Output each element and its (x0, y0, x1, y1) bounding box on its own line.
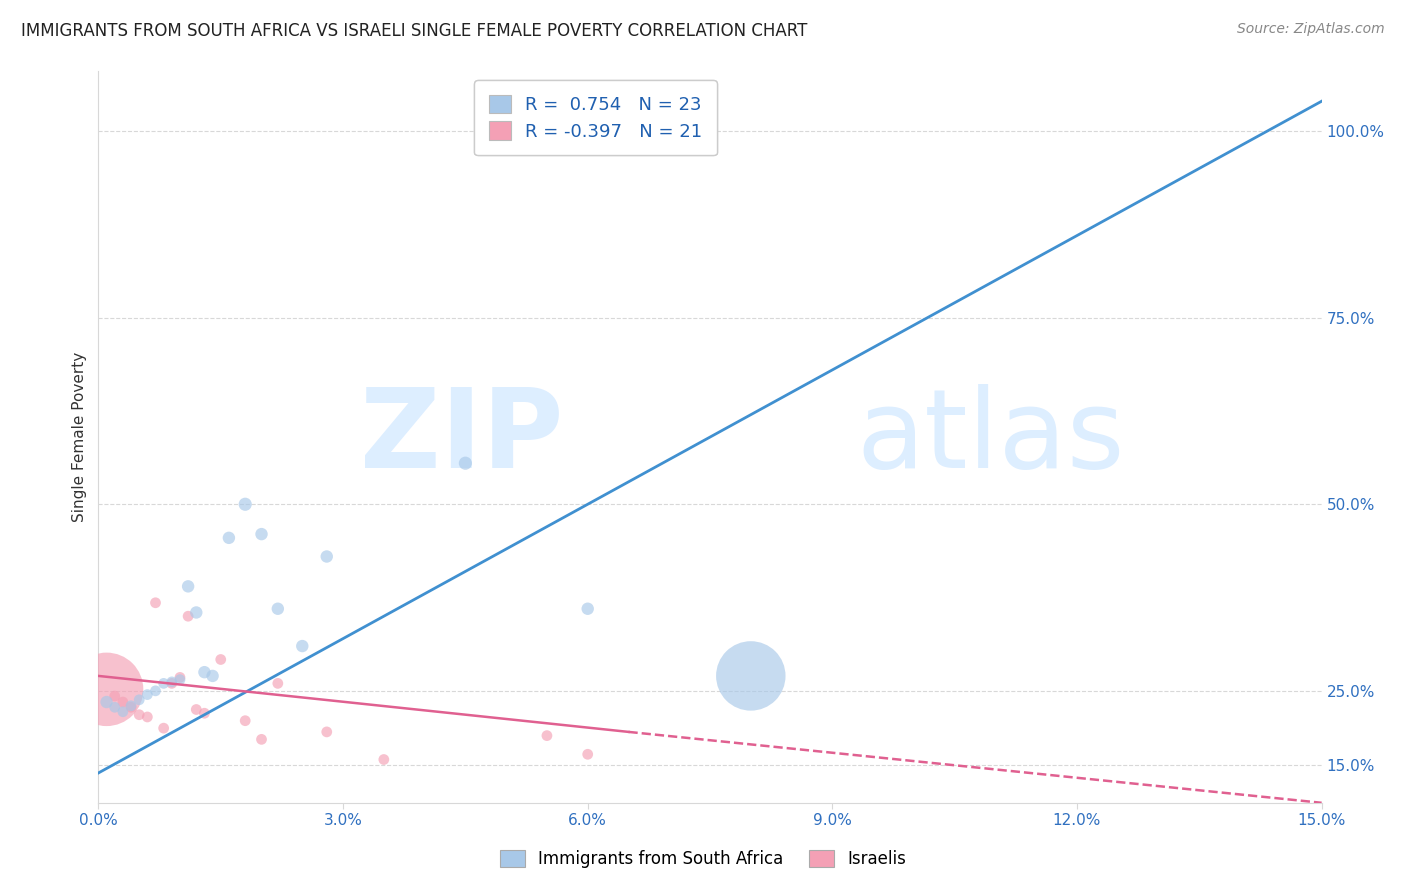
Point (136, 688, 159, 702)
Point (209, 652, 232, 666)
Point (193, 706, 215, 721)
Point (186, 606, 208, 620)
Point (145, 596, 167, 610)
Point (291, 639, 314, 653)
Point (536, 729, 558, 743)
Point (267, 601, 290, 615)
Point (315, 725, 337, 739)
Point (315, 549, 337, 564)
Point (740, 669, 762, 683)
Point (233, 497, 256, 511)
Point (250, 527, 273, 541)
Point (576, 747, 599, 762)
Text: IMMIGRANTS FROM SOUTH AFRICA VS ISRAELI SINGLE FEMALE POVERTY CORRELATION CHART: IMMIGRANTS FROM SOUTH AFRICA VS ISRAELI … (21, 22, 807, 40)
Point (111, 705, 134, 719)
Point (120, 698, 142, 713)
Text: ZIP: ZIP (360, 384, 564, 491)
Point (186, 702, 208, 716)
Point (152, 721, 174, 735)
Point (120, 700, 142, 714)
Point (201, 669, 224, 683)
Point (169, 673, 191, 687)
Point (169, 670, 191, 684)
Point (160, 674, 183, 689)
Point (218, 531, 240, 545)
Point (177, 579, 200, 593)
Point (136, 710, 159, 724)
Point (128, 693, 150, 707)
Point (373, 752, 395, 766)
Point (193, 665, 215, 680)
Point (267, 676, 290, 690)
Point (96, 695, 118, 709)
Legend: Immigrants from South Africa, Israelis: Immigrants from South Africa, Israelis (494, 843, 912, 875)
Point (152, 676, 174, 690)
Point (576, 601, 599, 615)
Text: atlas: atlas (856, 384, 1125, 491)
Point (233, 714, 256, 728)
Point (111, 695, 134, 709)
Point (104, 700, 127, 714)
Point (177, 609, 200, 624)
Legend: R =  0.754   N = 23, R = -0.397   N = 21: R = 0.754 N = 23, R = -0.397 N = 21 (474, 80, 717, 155)
Point (96, 682, 118, 697)
Point (250, 732, 273, 747)
Text: Source: ZipAtlas.com: Source: ZipAtlas.com (1237, 22, 1385, 37)
Point (145, 683, 167, 698)
Point (160, 676, 183, 690)
Point (104, 689, 127, 703)
Point (128, 707, 150, 722)
Y-axis label: Single Female Poverty: Single Female Poverty (72, 352, 87, 522)
Point (454, 456, 477, 470)
